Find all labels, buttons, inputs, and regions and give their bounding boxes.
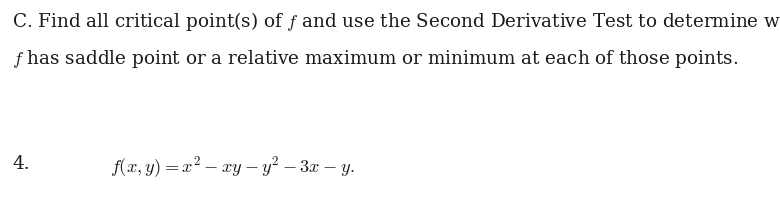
Text: C. Find all critical point(s) of $f$ and use the Second Derivative Test to deter: C. Find all critical point(s) of $f$ and… [12,10,780,33]
Text: $f(x, y) = x^2 - xy - y^2 - 3x - y.$: $f(x, y) = x^2 - xy - y^2 - 3x - y.$ [110,154,355,179]
Text: $f$ has saddle point or a relative maximum or minimum at each of those points.: $f$ has saddle point or a relative maxim… [12,48,739,70]
Text: 4.: 4. [12,154,30,172]
